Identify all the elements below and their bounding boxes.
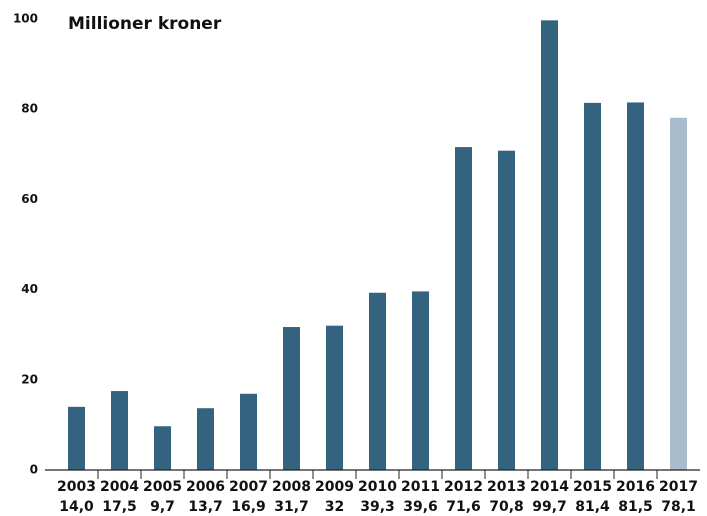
bar [111, 391, 128, 470]
x-tick-label: 2012 [444, 479, 483, 495]
bar [369, 292, 386, 470]
chart-title: Millioner kroner [68, 14, 222, 34]
bar [498, 150, 515, 470]
bar [68, 406, 85, 470]
value-label: 16,9 [231, 499, 266, 515]
value-label: 9,7 [150, 499, 175, 515]
y-tick-label: 100 [13, 12, 38, 26]
y-tick-label: 60 [21, 192, 38, 206]
bar [240, 393, 257, 470]
value-label: 31,7 [274, 499, 309, 515]
bar [197, 408, 214, 470]
value-label: 39,6 [403, 499, 438, 515]
value-label: 70,8 [489, 499, 524, 515]
bar [541, 20, 558, 471]
bar [283, 327, 300, 470]
y-tick-label: 40 [21, 282, 38, 296]
bar [627, 102, 644, 470]
value-label: 99,7 [532, 499, 567, 515]
x-tick-label: 2007 [229, 479, 268, 495]
bar [584, 102, 601, 471]
bar [670, 117, 687, 471]
bar [455, 147, 472, 471]
x-tick-label: 2003 [57, 479, 96, 495]
bar [412, 291, 429, 470]
value-label: 81,4 [575, 499, 610, 515]
y-tick-label: 80 [21, 102, 38, 116]
value-label: 39,3 [360, 499, 395, 515]
x-tick-label: 2010 [358, 479, 397, 495]
x-tick-label: 2009 [315, 479, 354, 495]
x-tick-label: 2008 [272, 479, 311, 495]
x-tick-label: 2017 [659, 479, 698, 495]
bar [326, 325, 343, 470]
x-tick-label: 2011 [401, 479, 440, 495]
value-label: 32 [325, 499, 344, 515]
x-tick-label: 2005 [143, 479, 182, 495]
y-tick-label: 0 [30, 463, 38, 477]
value-label: 78,1 [661, 499, 696, 515]
value-label: 81,5 [618, 499, 653, 515]
x-tick-label: 2014 [530, 479, 569, 495]
value-label: 13,7 [188, 499, 223, 515]
x-tick-label: 2016 [616, 479, 655, 495]
value-label: 71,6 [446, 499, 481, 515]
y-tick-label: 20 [21, 372, 38, 386]
value-label: 17,5 [102, 499, 137, 515]
x-tick-label: 2004 [100, 479, 139, 495]
bar [154, 426, 171, 470]
x-tick-label: 2006 [186, 479, 225, 495]
value-label: 14,0 [59, 499, 94, 515]
x-tick-label: 2015 [573, 479, 612, 495]
x-tick-label: 2013 [487, 479, 526, 495]
